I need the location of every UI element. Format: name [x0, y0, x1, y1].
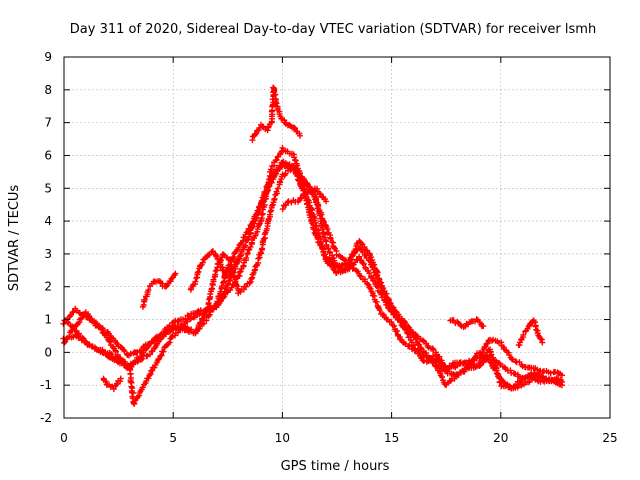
series-track-8	[249, 84, 303, 144]
chart-title: Day 311 of 2020, Sidereal Day-to-day VTE…	[70, 22, 596, 37]
data-point-markers	[249, 84, 303, 144]
data-point-markers	[60, 144, 565, 379]
x-tick-label: 5	[169, 431, 177, 445]
data-point-markers	[139, 270, 179, 310]
plot-frame	[63, 56, 611, 419]
y-axis-label: SDTVAR / TECUs	[7, 185, 22, 292]
y-tick-label: 2	[44, 280, 52, 294]
x-tick-label: 20	[493, 431, 508, 445]
x-axis-label: GPS time / hours	[281, 459, 390, 474]
y-tick-label: -1	[40, 378, 52, 392]
x-tick-label: 0	[60, 431, 68, 445]
y-tick-label: 9	[44, 50, 52, 64]
series-track-10	[447, 316, 487, 330]
axis-ticks: 0 5 10 15 20 25 -2 -1 0 1 2 3 4 5 6 7 8 9	[40, 50, 618, 445]
series-track-9	[279, 185, 330, 213]
data-point-markers	[515, 317, 546, 349]
y-tick-label: 0	[44, 345, 52, 359]
data-point-markers	[61, 164, 565, 407]
series-track-6	[139, 270, 179, 310]
data-point-markers	[187, 248, 244, 293]
grid	[64, 57, 610, 418]
y-tick-label: -2	[40, 411, 52, 425]
series-track-1	[60, 144, 565, 379]
data-point-markers	[447, 316, 487, 330]
y-tick-label: 5	[44, 181, 52, 195]
y-tick-label: 4	[44, 214, 52, 228]
y-tick-label: 3	[44, 247, 52, 261]
x-tick-label: 25	[602, 431, 617, 445]
series-track-7	[187, 248, 244, 293]
y-tick-label: 1	[44, 313, 52, 327]
data-point-markers	[279, 185, 330, 213]
series-track-5	[100, 375, 124, 393]
y-tick-label: 6	[44, 148, 52, 162]
series-track-11	[515, 317, 546, 349]
y-tick-label: 8	[44, 83, 52, 97]
series-track-4	[61, 164, 565, 407]
data-point-markers	[100, 375, 124, 393]
y-tick-label: 7	[44, 116, 52, 130]
data-points	[60, 84, 565, 407]
x-tick-label: 10	[275, 431, 290, 445]
x-tick-label: 15	[384, 431, 399, 445]
